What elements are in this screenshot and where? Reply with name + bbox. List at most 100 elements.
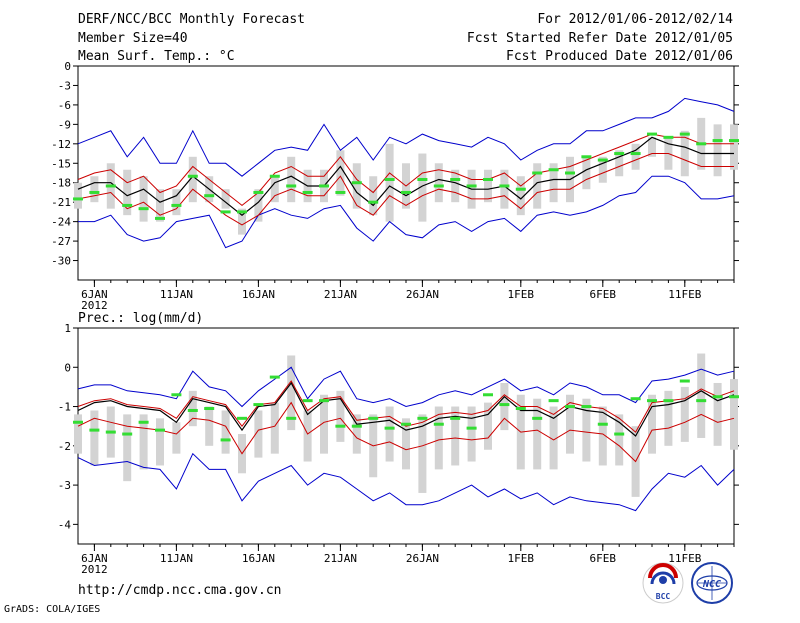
- observed-marker: [597, 422, 608, 426]
- observed-marker: [433, 422, 444, 426]
- observed-marker: [532, 416, 543, 420]
- observed-marker: [663, 135, 674, 139]
- source-url[interactable]: http://cmdp.ncc.cma.gov.cn: [78, 583, 282, 598]
- x-tick-sublabel: 2012: [81, 563, 108, 576]
- range-box: [533, 398, 542, 470]
- observed-marker: [368, 200, 379, 204]
- range-box: [500, 169, 509, 209]
- ncc-logo: NCC: [691, 562, 733, 604]
- observed-marker: [417, 416, 428, 420]
- range-box: [713, 382, 722, 446]
- x-tick-label: 6JAN: [81, 288, 108, 301]
- range-box: [221, 189, 230, 209]
- range-box: [123, 414, 132, 482]
- range-box: [188, 156, 197, 203]
- spread-upper-line: [77, 380, 735, 433]
- observed-marker: [319, 399, 329, 403]
- range-box: [566, 394, 574, 454]
- range-box: [287, 355, 296, 431]
- x-tick-sublabel: 2012: [81, 299, 108, 312]
- range-box: [549, 163, 558, 203]
- x-tick-label: 16JAN: [242, 288, 275, 301]
- x-tick-label: 6JAN: [81, 552, 108, 565]
- range-box: [484, 402, 492, 450]
- range-box: [123, 169, 132, 216]
- x-tick-label: 1FEB: [508, 552, 535, 565]
- y-tick-label: -24: [51, 216, 71, 229]
- observed-marker: [499, 184, 510, 188]
- y-tick-label: -12: [51, 138, 71, 151]
- range-box: [287, 156, 296, 203]
- range-box: [156, 418, 164, 466]
- observed-marker: [220, 438, 231, 442]
- observed-marker: [122, 432, 133, 436]
- ensemble-max-line: [77, 97, 735, 177]
- observed-marker: [499, 403, 510, 407]
- observed-marker: [614, 152, 625, 156]
- range-box: [615, 414, 624, 466]
- range-box: [418, 153, 427, 222]
- range-box: [385, 143, 394, 222]
- observed-marker: [401, 190, 411, 194]
- prec-panel-title: Prec.: log(mm/d): [78, 311, 203, 326]
- observed-marker: [515, 407, 526, 411]
- observed-marker: [696, 142, 707, 146]
- observed-marker: [368, 416, 379, 420]
- spread-upper-line: [77, 133, 734, 207]
- range-box: [238, 208, 246, 235]
- observed-marker: [269, 174, 280, 178]
- range-box: [500, 382, 509, 431]
- observed-marker: [712, 395, 723, 399]
- range-box: [336, 150, 345, 196]
- observed-marker: [187, 408, 198, 412]
- observed-marker: [138, 420, 149, 424]
- observed-marker: [286, 416, 297, 420]
- x-tick-label: 1FEB: [508, 288, 535, 301]
- y-tick-label: 1: [64, 322, 71, 335]
- y-tick-label: -9: [58, 118, 71, 131]
- observed-marker: [581, 155, 592, 159]
- ensemble-mean-line: [77, 381, 735, 437]
- bcc-logo-arc-blue: [650, 571, 676, 585]
- observed-marker: [483, 393, 493, 397]
- range-box: [533, 163, 542, 209]
- observed-marker: [597, 158, 608, 162]
- range-box: [336, 390, 345, 442]
- range-box: [90, 410, 99, 466]
- observed-marker: [302, 190, 313, 194]
- y-tick-label: -3: [58, 79, 71, 92]
- observed-marker: [171, 203, 182, 207]
- range-box: [156, 189, 164, 222]
- range-box: [352, 414, 361, 454]
- range-box: [451, 169, 460, 203]
- observed-marker: [466, 184, 477, 188]
- observed-marker: [155, 216, 165, 220]
- x-tick-label: 6FEB: [590, 288, 617, 301]
- produced-date: Fcst Produced Date 2012/01/06: [506, 49, 733, 64]
- y-tick-label: -18: [51, 177, 71, 190]
- observed-marker: [73, 420, 83, 424]
- observed-marker: [335, 424, 346, 428]
- observed-marker: [548, 399, 559, 403]
- observed-marker: [286, 184, 297, 188]
- range-box: [648, 394, 656, 454]
- range-box: [713, 124, 722, 177]
- observed-marker: [630, 152, 641, 156]
- observed-marker: [696, 399, 707, 403]
- ensemble-min-line: [78, 175, 735, 249]
- observed-marker: [105, 184, 116, 188]
- bcc-logo: BCC: [642, 562, 684, 604]
- range-box: [74, 182, 82, 209]
- range-box: [402, 418, 410, 470]
- observed-marker: [450, 416, 461, 420]
- y-tick-label: -15: [51, 157, 71, 170]
- range-box: [254, 410, 263, 458]
- observed-marker: [565, 171, 575, 175]
- observed-marker: [220, 210, 231, 214]
- x-tick-label: 21JAN: [324, 552, 357, 565]
- range-box: [172, 422, 181, 454]
- range-box: [664, 390, 673, 446]
- range-box: [418, 414, 427, 493]
